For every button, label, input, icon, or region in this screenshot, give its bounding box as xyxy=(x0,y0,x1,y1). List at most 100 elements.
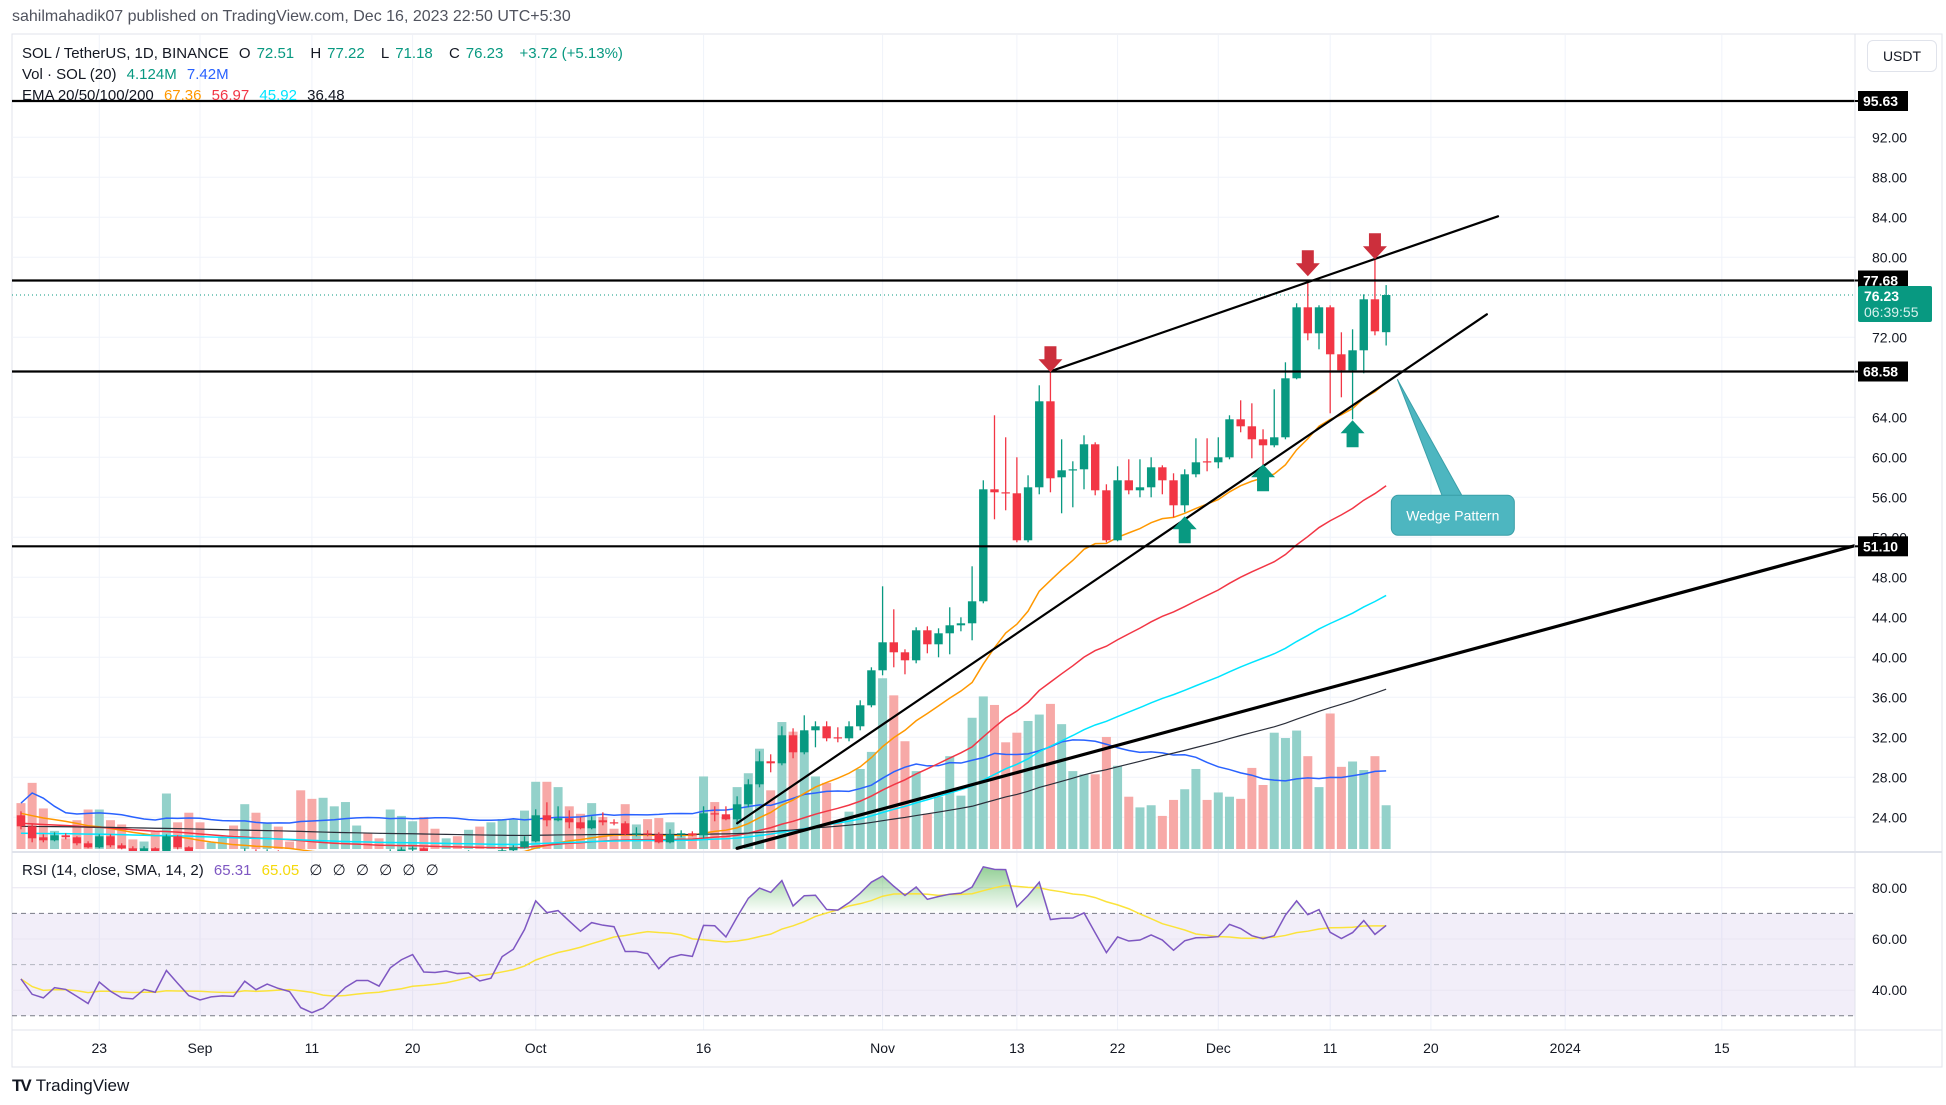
candle[interactable] xyxy=(1303,280,1313,341)
candle[interactable] xyxy=(128,846,138,853)
candle[interactable] xyxy=(923,626,932,654)
candle[interactable] xyxy=(979,480,988,604)
candle[interactable] xyxy=(766,754,775,773)
wedge-callout[interactable]: Wedge Pattern xyxy=(1390,379,1515,536)
candle[interactable] xyxy=(1180,469,1189,513)
arrow-up-icon[interactable] xyxy=(1340,420,1365,448)
candle[interactable] xyxy=(1135,459,1145,498)
candle[interactable] xyxy=(911,627,921,664)
candle[interactable] xyxy=(397,847,406,853)
candle[interactable] xyxy=(676,830,686,838)
candle[interactable] xyxy=(889,609,898,668)
candle[interactable] xyxy=(16,811,26,830)
rsi-label[interactable]: RSI (14, close, SMA, 14, 2) xyxy=(22,862,204,879)
candle[interactable] xyxy=(732,796,742,824)
candle[interactable] xyxy=(1001,437,1010,511)
level-label-box[interactable] xyxy=(1858,361,1908,382)
candle[interactable] xyxy=(990,415,999,520)
candle[interactable] xyxy=(173,835,182,850)
candle[interactable] xyxy=(1169,473,1178,518)
candle[interactable] xyxy=(1158,465,1167,495)
candle[interactable] xyxy=(162,834,171,853)
level-label-box[interactable] xyxy=(1858,270,1908,291)
arrow-up-icon[interactable] xyxy=(1172,516,1197,544)
candle[interactable] xyxy=(1370,256,1380,336)
candle[interactable] xyxy=(945,607,954,655)
candle[interactable] xyxy=(1023,475,1033,543)
callout-box[interactable] xyxy=(1390,494,1515,536)
candle[interactable] xyxy=(184,846,194,855)
candle[interactable] xyxy=(1214,437,1223,469)
candle[interactable] xyxy=(241,848,249,859)
currency-button[interactable]: USDT xyxy=(1867,40,1937,72)
last-price-box[interactable] xyxy=(1858,286,1932,322)
candle[interactable] xyxy=(1281,362,1290,440)
level-label-box[interactable] xyxy=(1858,91,1908,111)
trendline-wedge-upper[interactable] xyxy=(1049,215,1500,373)
candle[interactable] xyxy=(1202,438,1212,472)
candle[interactable] xyxy=(520,836,529,849)
candle[interactable] xyxy=(788,728,798,759)
arrow-down-icon[interactable] xyxy=(1362,233,1387,260)
arrow-down-icon[interactable] xyxy=(1295,250,1320,277)
candle[interactable] xyxy=(1113,466,1122,542)
candle[interactable] xyxy=(967,566,977,641)
candle[interactable] xyxy=(1359,294,1368,374)
candle[interactable] xyxy=(1325,305,1335,414)
candle[interactable] xyxy=(956,617,966,632)
candle[interactable] xyxy=(1035,385,1044,495)
horizontal-levels[interactable] xyxy=(12,99,1855,548)
candle[interactable] xyxy=(1091,442,1100,496)
candle[interactable] xyxy=(117,843,126,850)
candle[interactable] xyxy=(856,700,865,731)
candle[interactable] xyxy=(1012,457,1022,543)
candle[interactable] xyxy=(419,847,428,855)
candle[interactable] xyxy=(800,715,809,755)
candle[interactable] xyxy=(27,823,37,843)
candle[interactable] xyxy=(665,829,675,844)
candle[interactable] xyxy=(1270,389,1279,448)
candle[interactable] xyxy=(252,849,260,857)
candle[interactable] xyxy=(1292,303,1301,380)
candle[interactable] xyxy=(1236,400,1245,433)
candle[interactable] xyxy=(1337,332,1346,398)
candle[interactable] xyxy=(83,841,93,849)
candle[interactable] xyxy=(1314,305,1324,350)
candle[interactable] xyxy=(72,836,82,846)
ema-label[interactable]: EMA 20/50/100/200 xyxy=(22,87,154,104)
candle[interactable] xyxy=(1057,439,1066,514)
candle[interactable] xyxy=(844,721,854,742)
candle[interactable] xyxy=(1247,403,1257,459)
candle[interactable] xyxy=(509,845,518,851)
candle[interactable] xyxy=(542,802,552,827)
candle[interactable] xyxy=(598,812,608,826)
candle[interactable] xyxy=(139,846,149,853)
arrow-down-icon[interactable] xyxy=(1038,346,1063,373)
candle[interactable] xyxy=(1225,415,1234,460)
candle[interactable] xyxy=(1068,461,1078,508)
tradingview-logo-icon[interactable]: TV xyxy=(12,1076,32,1095)
trendline-long-support[interactable] xyxy=(735,543,1856,850)
candle[interactable] xyxy=(900,649,910,675)
brand-name[interactable]: TradingView xyxy=(35,1076,130,1095)
candle[interactable] xyxy=(95,834,104,849)
candle[interactable] xyxy=(1258,429,1268,466)
price-axis[interactable]: 92.00 88.00 84.00 80.00 72.00 64.00 60.00 56.00… xyxy=(1855,91,1932,998)
candle[interactable] xyxy=(1124,459,1133,495)
candle[interactable] xyxy=(710,806,719,822)
candle[interactable] xyxy=(576,817,585,830)
candle[interactable] xyxy=(263,849,271,857)
candle[interactable] xyxy=(50,832,59,842)
level-label-box[interactable] xyxy=(1858,536,1908,557)
candle[interactable] xyxy=(934,628,943,658)
candle[interactable] xyxy=(867,667,876,708)
candle[interactable] xyxy=(755,751,764,788)
candle[interactable] xyxy=(1079,435,1089,490)
candle[interactable] xyxy=(609,819,619,826)
candle[interactable] xyxy=(833,727,843,743)
volume-label[interactable]: Vol · SOL (20) xyxy=(22,66,117,83)
candle[interactable] xyxy=(1191,438,1201,478)
candle[interactable] xyxy=(106,834,115,848)
candle[interactable] xyxy=(408,846,417,851)
